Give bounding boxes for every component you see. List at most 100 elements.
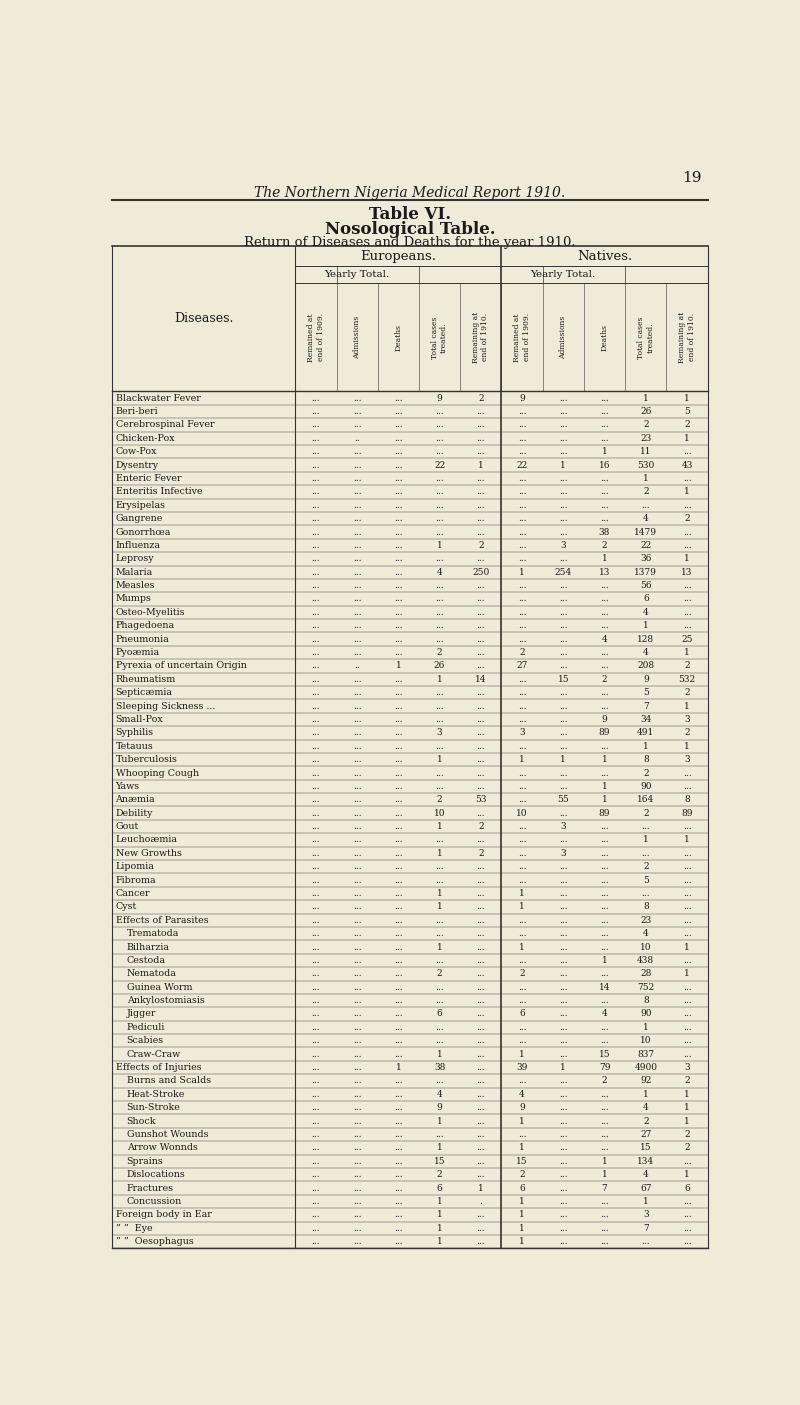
Text: ...: ...: [477, 1010, 485, 1019]
Text: ...: ...: [518, 500, 526, 510]
Text: 56: 56: [640, 582, 651, 590]
Text: 1: 1: [519, 1236, 525, 1246]
Text: ...: ...: [518, 742, 526, 750]
Text: ...: ...: [518, 849, 526, 858]
Text: 1: 1: [561, 1064, 566, 1072]
Text: ...: ...: [312, 1183, 320, 1193]
Text: Tuberculosis: Tuberculosis: [115, 754, 178, 764]
Text: 1: 1: [684, 943, 690, 951]
Text: ...: ...: [353, 1010, 362, 1019]
Text: ...: ...: [394, 836, 402, 844]
Text: ” ”  Oesophagus: ” ” Oesophagus: [115, 1236, 194, 1246]
Text: ...: ...: [518, 916, 526, 924]
Text: 14: 14: [598, 982, 610, 992]
Text: ...: ...: [394, 822, 402, 832]
Text: ...: ...: [477, 783, 485, 791]
Text: ...: ...: [600, 822, 609, 832]
Text: ...: ...: [353, 1103, 362, 1113]
Text: 1: 1: [519, 902, 525, 912]
Text: ...: ...: [518, 701, 526, 711]
Text: 90: 90: [640, 1010, 651, 1019]
Text: ...: ...: [559, 769, 568, 777]
Text: 1: 1: [602, 795, 607, 804]
Text: 14: 14: [475, 674, 486, 684]
Text: ...: ...: [477, 969, 485, 978]
Text: ...: ...: [559, 555, 568, 563]
Text: ...: ...: [435, 621, 444, 631]
Text: ..: ..: [354, 434, 360, 443]
Text: ...: ...: [353, 1236, 362, 1246]
Text: ...: ...: [559, 594, 568, 604]
Text: ...: ...: [642, 500, 650, 510]
Text: ...: ...: [435, 929, 444, 939]
Text: ...: ...: [682, 769, 691, 777]
Text: ...: ...: [600, 1210, 609, 1220]
Text: ...: ...: [518, 621, 526, 631]
Text: 9: 9: [437, 393, 442, 403]
Text: ...: ...: [394, 582, 402, 590]
Text: ...: ...: [435, 608, 444, 617]
Text: ” ”  Eye: ” ” Eye: [115, 1224, 152, 1232]
Text: ...: ...: [559, 688, 568, 697]
Text: ...: ...: [394, 568, 402, 576]
Text: Scabies: Scabies: [126, 1037, 164, 1045]
Text: Total cases
treated.: Total cases treated.: [637, 316, 654, 358]
Text: ...: ...: [559, 420, 568, 430]
Text: 4: 4: [643, 648, 649, 658]
Text: Effects of Parasites: Effects of Parasites: [115, 916, 208, 924]
Text: ...: ...: [559, 728, 568, 738]
Text: 1: 1: [602, 1156, 607, 1166]
Text: ...: ...: [353, 688, 362, 697]
Text: ...: ...: [477, 662, 485, 670]
Text: ...: ...: [435, 555, 444, 563]
Text: ...: ...: [353, 822, 362, 832]
Text: 2: 2: [643, 863, 649, 871]
Text: ...: ...: [477, 1090, 485, 1099]
Text: ...: ...: [353, 648, 362, 658]
Text: Small-Pox: Small-Pox: [115, 715, 163, 724]
Text: ...: ...: [353, 1117, 362, 1125]
Text: 23: 23: [640, 434, 651, 443]
Text: ...: ...: [353, 943, 362, 951]
Text: 250: 250: [472, 568, 490, 576]
Text: 1: 1: [684, 488, 690, 496]
Text: ...: ...: [600, 393, 609, 403]
Text: ...: ...: [394, 420, 402, 430]
Text: Ankylostomiasis: Ankylostomiasis: [126, 996, 205, 1005]
Text: 1: 1: [395, 662, 402, 670]
Text: ...: ...: [353, 728, 362, 738]
Text: ...: ...: [682, 1156, 691, 1166]
Text: ...: ...: [394, 473, 402, 483]
Text: ...: ...: [518, 715, 526, 724]
Text: ...: ...: [559, 1130, 568, 1139]
Text: 128: 128: [637, 635, 654, 643]
Text: Debility: Debility: [115, 809, 153, 818]
Text: ...: ...: [600, 929, 609, 939]
Text: ...: ...: [559, 393, 568, 403]
Text: ...: ...: [682, 955, 691, 965]
Text: ...: ...: [312, 1156, 320, 1166]
Text: ...: ...: [312, 527, 320, 537]
Text: ...: ...: [312, 783, 320, 791]
Text: 1: 1: [643, 473, 649, 483]
Text: ...: ...: [353, 447, 362, 457]
Text: ...: ...: [682, 996, 691, 1005]
Text: ...: ...: [477, 728, 485, 738]
Text: ...: ...: [394, 594, 402, 604]
Text: ...: ...: [394, 488, 402, 496]
Text: ...: ...: [600, 836, 609, 844]
Text: 2: 2: [519, 648, 525, 658]
Text: ...: ...: [559, 514, 568, 523]
Text: ...: ...: [394, 461, 402, 469]
Text: 1: 1: [437, 822, 442, 832]
Text: ...: ...: [312, 514, 320, 523]
Text: ...: ...: [435, 916, 444, 924]
Text: ...: ...: [518, 929, 526, 939]
Text: ...: ...: [312, 674, 320, 684]
Text: ...: ...: [559, 916, 568, 924]
Text: ...: ...: [435, 701, 444, 711]
Text: ...: ...: [435, 783, 444, 791]
Text: Pyrexia of uncertain Origin: Pyrexia of uncertain Origin: [115, 662, 246, 670]
Text: ...: ...: [353, 1156, 362, 1166]
Text: ...: ...: [394, 955, 402, 965]
